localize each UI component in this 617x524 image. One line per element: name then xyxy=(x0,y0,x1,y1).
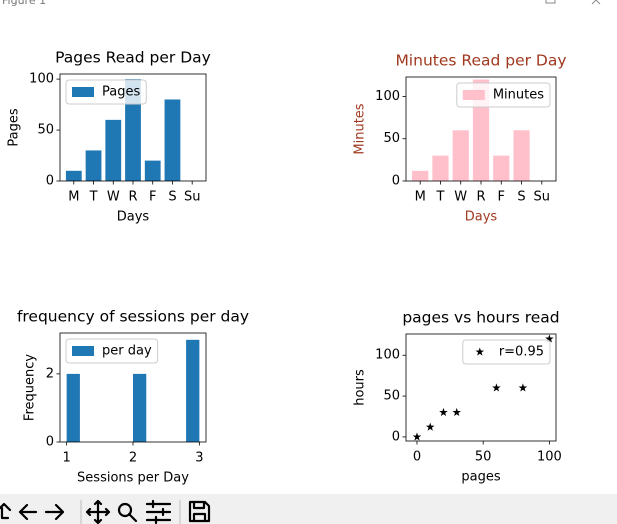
bar xyxy=(412,170,429,181)
scatter-point xyxy=(452,407,461,417)
bar xyxy=(144,160,161,181)
zoom-handle xyxy=(127,512,138,523)
y-axis-label: Frequency xyxy=(23,354,38,421)
legend-box xyxy=(456,82,551,108)
x-tick-label: M xyxy=(68,190,79,205)
y-tick-label: 0 xyxy=(46,174,54,189)
x-tick-label: F xyxy=(149,190,156,205)
legend-label: per day xyxy=(102,344,152,359)
x-tick-label: Su xyxy=(184,190,201,205)
axes-frame xyxy=(405,76,557,182)
x-axis-label: pages xyxy=(461,470,500,485)
x-tick-label: S xyxy=(517,190,525,205)
x-tick-label: 3 xyxy=(195,451,203,466)
window-title: Figure 1 xyxy=(2,0,46,7)
y-tick-label: 2 xyxy=(46,366,54,381)
home-button[interactable] xyxy=(0,502,12,520)
pan-button[interactable] xyxy=(85,499,111,524)
x-axis-label: Days xyxy=(465,210,498,225)
scatter-point xyxy=(412,432,422,441)
x-tick-label: Su xyxy=(534,190,551,205)
x-tick-label: 0 xyxy=(413,450,421,465)
bar xyxy=(432,155,449,181)
x-tick-label: M xyxy=(415,190,426,205)
legend-box xyxy=(462,339,551,365)
y-tick-label: 100 xyxy=(375,348,400,363)
legend: per day xyxy=(65,338,159,364)
y-tick-label: 100 xyxy=(29,72,54,87)
y-axis-label: hours xyxy=(353,369,368,406)
toolbar-icons[interactable] xyxy=(0,499,211,524)
y-tick-label: 100 xyxy=(375,89,400,104)
save-button[interactable] xyxy=(188,500,211,523)
scatter-point xyxy=(439,407,448,417)
scatter-point xyxy=(518,383,528,392)
legend-box xyxy=(65,79,147,105)
x-tick-label: T xyxy=(435,190,444,205)
y-axis-label: Minutes xyxy=(353,103,368,154)
y-tick-label: 0 xyxy=(392,429,400,444)
y-tick-label: 0 xyxy=(392,174,400,189)
x-axis-label: Sessions per Day xyxy=(77,471,189,486)
x-tick-label: S xyxy=(168,190,176,205)
axes-frame xyxy=(59,332,207,443)
bar xyxy=(105,119,122,181)
bar xyxy=(164,99,181,181)
x-tick-label: R xyxy=(128,190,137,205)
legend-label: Minutes xyxy=(493,88,544,103)
legend-patch xyxy=(72,346,94,356)
x-axis-label: Days xyxy=(117,210,150,225)
chart-title: Minutes Read per Day xyxy=(395,52,566,70)
bar xyxy=(125,79,141,181)
bar xyxy=(65,170,82,181)
chart-title: pages vs hours read xyxy=(402,309,559,327)
x-tick-label: 2 xyxy=(129,451,137,466)
x-tick-label: F xyxy=(498,190,505,205)
chart-title: Pages Read per Day xyxy=(55,49,211,67)
chart-title: frequency of sessions per day xyxy=(17,308,249,326)
x-tick-label: T xyxy=(89,190,98,205)
x-tick-label: W xyxy=(107,190,120,205)
legend-patch xyxy=(72,87,94,97)
zoom-button[interactable] xyxy=(117,502,133,518)
y-tick-label: 50 xyxy=(37,123,54,138)
bar xyxy=(85,150,102,181)
x-tick-label: 100 xyxy=(537,450,562,465)
legend-marker xyxy=(475,347,485,356)
y-tick-label: 0 xyxy=(46,435,54,450)
maximize-button[interactable] xyxy=(545,0,556,4)
legend-box xyxy=(65,338,159,364)
bar xyxy=(493,155,510,181)
configure-button[interactable] xyxy=(145,499,172,524)
bar xyxy=(452,130,469,181)
x-tick-label: W xyxy=(454,190,467,205)
forward-button[interactable] xyxy=(44,503,65,521)
legend: Pages xyxy=(65,79,147,105)
histogram-bar xyxy=(66,373,80,442)
y-tick-label: 50 xyxy=(383,389,400,404)
back-button[interactable] xyxy=(18,503,38,521)
histogram-bar xyxy=(186,339,200,442)
legend: Minutes xyxy=(456,82,551,108)
axes-frame xyxy=(405,333,557,442)
toolbar xyxy=(0,494,617,524)
x-tick-label: R xyxy=(476,190,485,205)
legend-label: r=0.95 xyxy=(499,345,544,360)
scatter-point xyxy=(425,422,435,431)
histogram-bar xyxy=(133,373,147,442)
scatter-point xyxy=(492,383,501,392)
scatter-point xyxy=(545,334,554,343)
bar xyxy=(513,130,530,181)
legend-label: Pages xyxy=(102,85,140,100)
y-tick-label: 50 xyxy=(383,131,400,146)
x-tick-label: 50 xyxy=(475,450,492,465)
x-tick-label: 1 xyxy=(62,451,70,466)
y-axis-label: Pages xyxy=(7,108,22,146)
legend-patch xyxy=(462,90,485,100)
legend: r=0.95 xyxy=(462,339,551,365)
axes-frame xyxy=(59,73,207,182)
close-button[interactable] xyxy=(591,0,601,5)
